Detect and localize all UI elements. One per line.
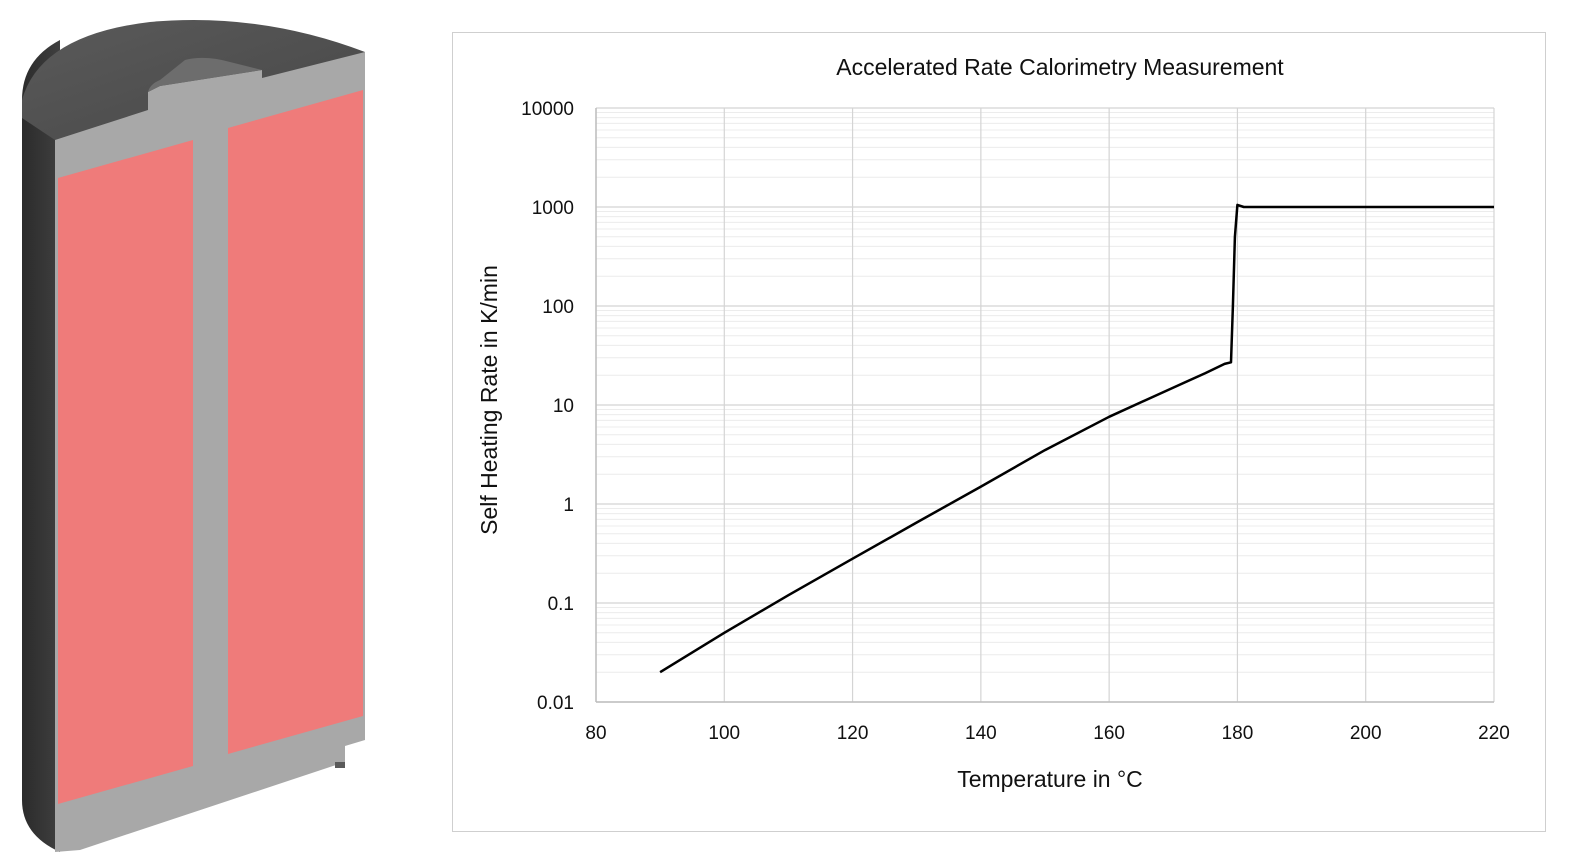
terminal-notch — [148, 57, 262, 92]
y-tick-label: 0.1 — [548, 594, 574, 615]
x-tick-label: 200 — [1350, 723, 1382, 744]
x-tick-label: 100 — [708, 723, 740, 744]
y-tick-labels: 0.01 0.1 1 10 100 1000 10000 — [521, 99, 574, 714]
x-tick-labels: 80 100 120 140 160 180 200 220 — [585, 723, 1509, 744]
x-axis-title: Temperature in °C — [957, 766, 1143, 792]
x-tick-label: 160 — [1093, 723, 1125, 744]
axes — [595, 108, 1494, 703]
x-tick-label: 140 — [965, 723, 997, 744]
y-tick-label: 10000 — [521, 99, 574, 120]
y-tick-label: 1 — [563, 495, 574, 516]
x-tick-label: 220 — [1478, 723, 1510, 744]
minor-grid — [596, 112, 1494, 673]
x-tick-label: 120 — [837, 723, 869, 744]
y-tick-label: 1000 — [532, 198, 574, 219]
chart-frame — [452, 32, 1546, 832]
series-line — [659, 203, 1494, 674]
casing-side — [22, 40, 60, 852]
bottom-lip — [335, 762, 345, 768]
chart-title: Accelerated Rate Calorimetry Measurement — [836, 54, 1284, 80]
battery-cell-illustration — [22, 20, 365, 852]
electrode-roll-right — [228, 90, 363, 754]
y-tick-label: 100 — [542, 297, 574, 318]
x-tick-label: 180 — [1222, 723, 1254, 744]
electrode-roll-left — [58, 140, 193, 804]
y-tick-label: 0.01 — [537, 693, 574, 714]
x-tick-label: 80 — [585, 723, 606, 744]
y-tick-label: 10 — [553, 396, 574, 417]
y-axis-title: Self Heating Rate in K/min — [476, 265, 502, 535]
